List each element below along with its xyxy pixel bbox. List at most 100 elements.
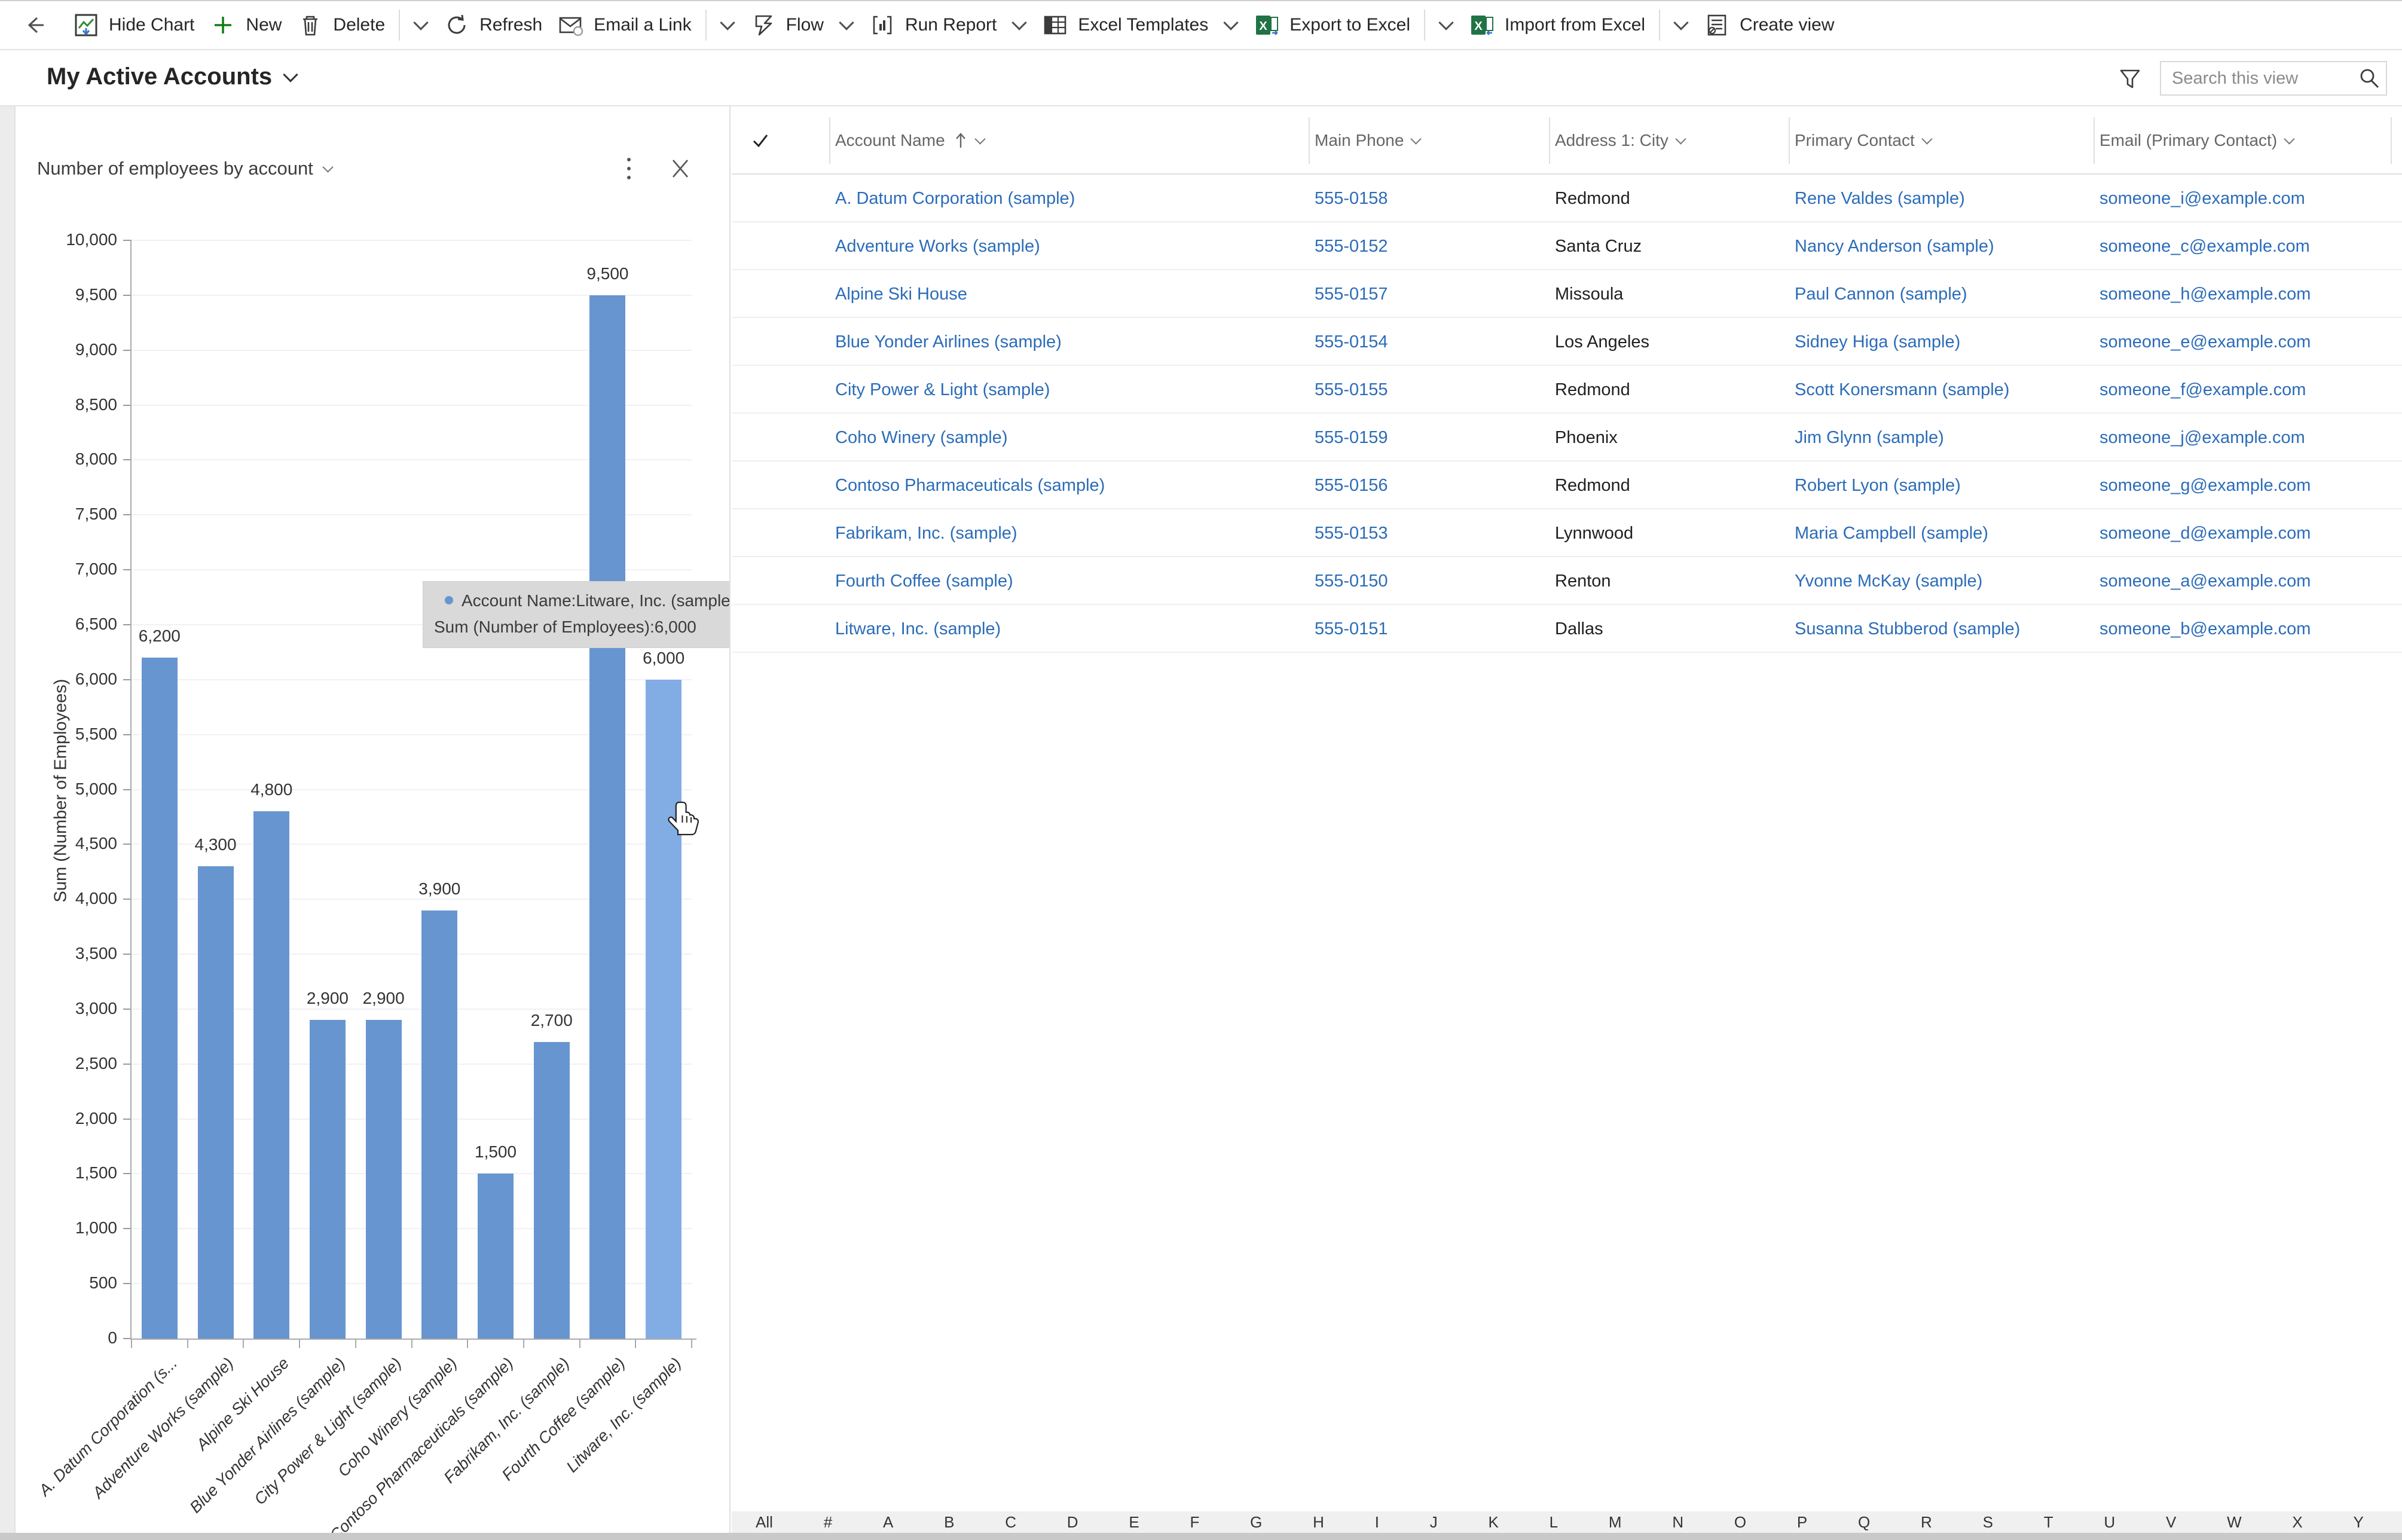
jump-to-e[interactable]: E bbox=[1129, 1512, 1139, 1531]
cell-contact[interactable]: Susanna Stubberod (sample) bbox=[1795, 619, 2021, 638]
cell-email[interactable]: someone_e@example.com bbox=[2100, 332, 2311, 352]
cell-email[interactable]: someone_c@example.com bbox=[2100, 236, 2310, 256]
jump-to-r[interactable]: R bbox=[1921, 1512, 1932, 1531]
cell-account[interactable]: Alpine Ski House bbox=[835, 284, 967, 304]
chart-selector[interactable]: Number of employees by account bbox=[37, 158, 334, 179]
bar-6[interactable] bbox=[421, 910, 458, 1339]
cell-phone[interactable]: 555-0151 bbox=[1315, 619, 1388, 638]
cell-contact[interactable]: Maria Campbell (sample) bbox=[1795, 523, 1988, 543]
jump-to-q[interactable]: Q bbox=[1858, 1512, 1871, 1531]
column-header-email[interactable]: Email (Primary Contact) bbox=[2100, 106, 2295, 175]
table-row[interactable]: Contoso Pharmaceuticals (sample) 555-0156… bbox=[732, 462, 2402, 509]
jump-to-l[interactable]: L bbox=[1549, 1512, 1558, 1531]
import-chevron[interactable] bbox=[1673, 15, 1689, 30]
jump-to-t[interactable]: T bbox=[2043, 1512, 2053, 1531]
jump-to-v[interactable]: V bbox=[2165, 1512, 2177, 1531]
hide-chart-button[interactable]: Hide Chart bbox=[73, 12, 194, 38]
chart-close-button[interactable] bbox=[667, 153, 693, 184]
cell-phone[interactable]: 555-0153 bbox=[1315, 523, 1388, 543]
column-filter-chevron-icon[interactable] bbox=[1410, 133, 1422, 145]
cell-email[interactable]: someone_b@example.com bbox=[2100, 619, 2311, 638]
jump-to-o[interactable]: O bbox=[1734, 1512, 1747, 1531]
search-icon[interactable] bbox=[2357, 66, 2381, 90]
jump-to-s[interactable]: S bbox=[1982, 1512, 1993, 1531]
new-button[interactable]: New bbox=[210, 12, 282, 38]
jump-to-f[interactable]: F bbox=[1190, 1512, 1200, 1531]
jump-to-g[interactable]: G bbox=[1250, 1512, 1263, 1531]
table-row[interactable]: Litware, Inc. (sample) 555-0151 Dallas Susa… bbox=[732, 605, 2402, 653]
view-selector[interactable]: My Active Accounts bbox=[47, 63, 298, 90]
search-input[interactable] bbox=[2160, 61, 2387, 96]
table-row[interactable]: Fabrikam, Inc. (sample) 555-0153 Lynnwood M… bbox=[732, 509, 2402, 557]
cell-phone[interactable]: 555-0152 bbox=[1315, 236, 1388, 256]
column-header-phone[interactable]: Main Phone bbox=[1315, 106, 1422, 175]
run-report-button[interactable]: Run Report bbox=[869, 12, 997, 38]
select-all-checkbox[interactable] bbox=[750, 106, 771, 175]
column-header-account[interactable]: Account Name bbox=[835, 106, 986, 175]
column-filter-chevron-icon[interactable] bbox=[1675, 133, 1686, 145]
table-row[interactable]: City Power & Light (sample) 555-0155 Redmo… bbox=[732, 366, 2402, 414]
table-row[interactable]: Blue Yonder Airlines (sample) 555-0154 Los… bbox=[732, 318, 2402, 366]
import-from-excel-button[interactable]: X Import from Excel bbox=[1469, 12, 1645, 38]
flow-button[interactable]: Flow bbox=[750, 12, 824, 38]
cell-account[interactable]: Blue Yonder Airlines (sample) bbox=[835, 332, 1062, 352]
jump-to-i[interactable]: I bbox=[1374, 1512, 1379, 1531]
cell-email[interactable]: someone_a@example.com bbox=[2100, 571, 2311, 591]
bar-5[interactable] bbox=[365, 1020, 402, 1339]
jump-to-p[interactable]: P bbox=[1796, 1512, 1808, 1531]
jump-to-x[interactable]: X bbox=[2292, 1512, 2303, 1531]
export-chevron[interactable] bbox=[1438, 15, 1454, 30]
cell-contact[interactable]: Rene Valdes (sample) bbox=[1795, 188, 1965, 208]
column-header-contact[interactable]: Primary Contact bbox=[1795, 106, 1933, 175]
cell-phone[interactable]: 555-0156 bbox=[1315, 475, 1388, 495]
column-filter-chevron-icon[interactable] bbox=[1921, 133, 1933, 145]
cell-account[interactable]: Fourth Coffee (sample) bbox=[835, 571, 1013, 591]
cell-contact[interactable]: Nancy Anderson (sample) bbox=[1795, 236, 1994, 256]
bar-7[interactable] bbox=[478, 1174, 514, 1339]
cell-email[interactable]: someone_h@example.com bbox=[2100, 284, 2311, 304]
cell-contact[interactable]: Paul Cannon (sample) bbox=[1795, 284, 1967, 304]
jump-to-n[interactable]: N bbox=[1672, 1512, 1684, 1531]
cell-contact[interactable]: Robert Lyon (sample) bbox=[1795, 475, 1961, 495]
jump-to-w[interactable]: W bbox=[2227, 1512, 2242, 1531]
excel-templates-button[interactable]: Excel Templates bbox=[1042, 12, 1208, 38]
excel-templates-chevron[interactable] bbox=[1223, 15, 1239, 30]
cell-email[interactable]: someone_g@example.com bbox=[2100, 475, 2311, 495]
chart-more-commands-button[interactable] bbox=[617, 152, 641, 185]
jump-to-c[interactable]: C bbox=[1005, 1512, 1016, 1531]
jump-to-u[interactable]: U bbox=[2104, 1512, 2116, 1531]
cell-account[interactable]: Fabrikam, Inc. (sample) bbox=[835, 523, 1017, 543]
filter-button[interactable] bbox=[2116, 65, 2144, 92]
cell-phone[interactable]: 555-0154 bbox=[1315, 332, 1388, 352]
run-report-chevron[interactable] bbox=[1011, 15, 1028, 30]
bar-10[interactable] bbox=[646, 679, 682, 1339]
column-filter-chevron-icon[interactable] bbox=[2284, 133, 2295, 145]
cell-phone[interactable]: 555-0150 bbox=[1315, 571, 1388, 591]
jump-to-all[interactable]: All bbox=[756, 1512, 773, 1531]
refresh-button[interactable]: Refresh bbox=[444, 12, 542, 38]
cell-phone[interactable]: 555-0157 bbox=[1315, 284, 1388, 304]
cell-email[interactable]: someone_d@example.com bbox=[2100, 523, 2311, 543]
bar-8[interactable] bbox=[533, 1042, 570, 1339]
jump-to-#[interactable]: # bbox=[823, 1512, 833, 1531]
cell-account[interactable]: Coho Winery (sample) bbox=[835, 427, 1008, 447]
bar-9[interactable] bbox=[589, 295, 626, 1339]
cell-account[interactable]: A. Datum Corporation (sample) bbox=[835, 188, 1075, 208]
table-row[interactable]: Alpine Ski House 555-0157 Missoula Paul Can… bbox=[732, 270, 2402, 318]
bar-2[interactable] bbox=[197, 866, 234, 1339]
jump-to-h[interactable]: H bbox=[1313, 1512, 1324, 1531]
table-row[interactable]: Fourth Coffee (sample) 555-0150 Renton Yvon… bbox=[732, 557, 2402, 605]
back-button[interactable] bbox=[21, 12, 47, 38]
cell-email[interactable]: someone_f@example.com bbox=[2100, 380, 2306, 399]
column-header-city[interactable]: Address 1: City bbox=[1555, 106, 1686, 175]
cell-account[interactable]: Contoso Pharmaceuticals (sample) bbox=[835, 475, 1105, 495]
jump-to-j[interactable]: J bbox=[1429, 1512, 1438, 1531]
jump-to-y[interactable]: Y bbox=[2353, 1512, 2364, 1531]
create-view-button[interactable]: Create view bbox=[1704, 12, 1834, 38]
bar-4[interactable] bbox=[309, 1020, 346, 1339]
flow-chevron[interactable] bbox=[839, 15, 854, 30]
cell-contact[interactable]: Yvonne McKay (sample) bbox=[1795, 571, 1983, 591]
bar-1[interactable] bbox=[141, 658, 178, 1339]
cell-contact[interactable]: Jim Glynn (sample) bbox=[1795, 427, 1944, 447]
cell-phone[interactable]: 555-0155 bbox=[1315, 380, 1388, 399]
